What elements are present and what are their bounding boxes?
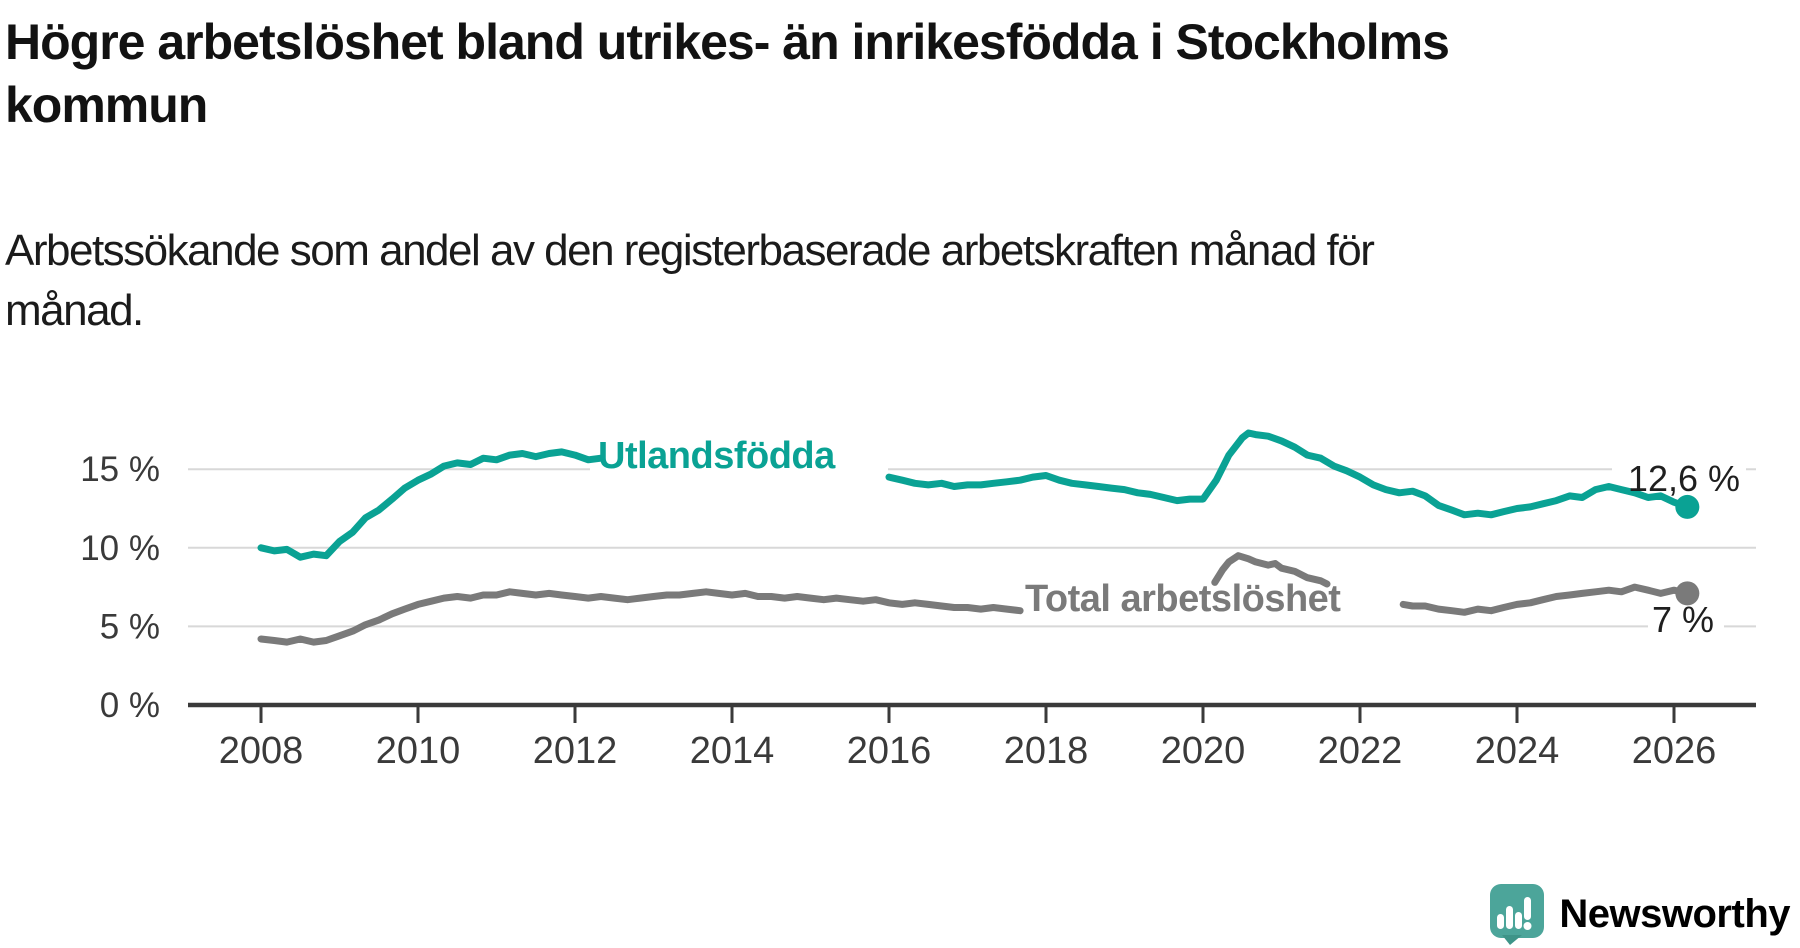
x-tick-label-2014: 2014 — [690, 730, 775, 772]
x-tick-label-2012: 2012 — [533, 730, 618, 772]
series-line-total-seg2 — [1211, 552, 1331, 588]
x-tick-label-2026: 2026 — [1632, 730, 1717, 772]
x-tick-label-2018: 2018 — [1004, 730, 1089, 772]
series-line-utlandsfodda-seg2 — [885, 429, 1691, 519]
chart-title: Högre arbetslöshet bland utrikes- än inr… — [5, 14, 1450, 133]
end-value-label-utlandsfodda: 12,6 % — [1628, 458, 1740, 499]
x-tick-label-2022: 2022 — [1318, 730, 1403, 772]
series-label-utlandsfodda: Utlandsfödda — [598, 435, 836, 477]
logo-bar-2 — [1506, 906, 1514, 929]
newsworthy-speech-bubble-bar-chart-icon — [1490, 884, 1545, 945]
x-tick-label-2016: 2016 — [847, 730, 932, 772]
x-tick-label-2024: 2024 — [1475, 730, 1560, 772]
end-dot-utlandsfodda — [1675, 494, 1700, 519]
end-dot-total — [1675, 581, 1700, 606]
logo-bar-3 — [1515, 912, 1523, 929]
newsworthy-logo-text: Newsworthy — [1559, 891, 1790, 936]
series-line-total-seg1 — [257, 588, 1024, 646]
newsworthy-logo: Newsworthy — [1489, 883, 1790, 945]
logo-bar-1 — [1497, 914, 1505, 929]
x-tick-label-2020: 2020 — [1161, 730, 1246, 772]
series-line-total-seg3 — [1399, 583, 1691, 616]
y-tick-label-10pct: 10 % — [80, 529, 160, 568]
logo-bubble-tail — [1502, 935, 1523, 945]
inline-label-background — [590, 435, 888, 485]
logo-exclamation-bar — [1524, 897, 1532, 920]
y-tick-label-0pct: 0 % — [100, 686, 160, 725]
chart-subtitle: Arbetssökande som andel av den registerb… — [5, 226, 1375, 335]
end-value-label-total: 7 % — [1652, 599, 1714, 640]
x-tick-label-2008: 2008 — [219, 730, 304, 772]
x-tick-label-2010: 2010 — [376, 730, 461, 772]
series-label-total: Total arbetslöshet — [1025, 578, 1341, 620]
y-tick-label-5pct: 5 % — [100, 607, 160, 646]
series-line-utlandsfodda-seg1 — [257, 448, 605, 561]
logo-exclamation-dot — [1523, 922, 1532, 930]
y-tick-label-15pct: 15 % — [80, 450, 160, 489]
logo-bubble — [1490, 884, 1545, 938]
end-label-background — [1648, 600, 1724, 640]
